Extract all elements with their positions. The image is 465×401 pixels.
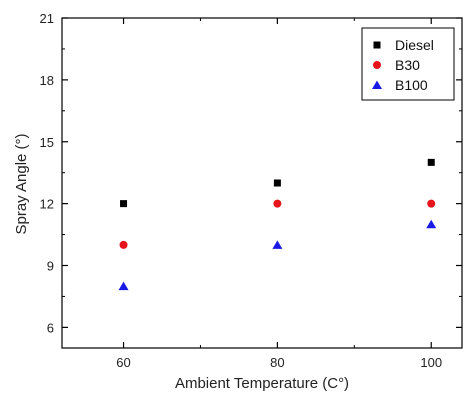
y-tick-label: 6 (47, 320, 54, 335)
legend-label-diesel: Diesel (395, 37, 434, 53)
x-tick-label: 60 (116, 355, 130, 370)
y-tick-label: 15 (40, 135, 54, 150)
x-tick-label: 80 (270, 355, 284, 370)
legend-label-b30: B30 (395, 57, 420, 73)
data-point-diesel (273, 179, 281, 187)
legend-marker-diesel (373, 41, 381, 49)
x-tick-label: 100 (420, 355, 442, 370)
data-point-b100 (272, 240, 283, 249)
data-point-b30 (273, 199, 282, 208)
data-point-b100 (118, 281, 129, 291)
y-tick-label: 18 (40, 73, 54, 88)
data-point-b30 (119, 240, 128, 249)
y-axis-title: Spray Angle (°) (13, 133, 30, 234)
legend-marker-b30 (373, 61, 381, 69)
y-tick-label: 9 (47, 259, 54, 274)
y-tick-label: 12 (40, 197, 54, 212)
legend: Diesel B30 B100 (361, 27, 455, 101)
data-point-diesel (427, 158, 435, 166)
plot-frame (61, 17, 463, 349)
data-point-b30 (427, 199, 436, 208)
x-axis-title: Ambient Temperature (C°) (175, 375, 349, 392)
y-tick-label: 21 (40, 11, 54, 26)
data-point-diesel (120, 200, 128, 208)
data-point-b100 (426, 219, 437, 229)
legend-marker-b100 (372, 80, 382, 89)
legend-label-b100: B100 (395, 77, 428, 93)
